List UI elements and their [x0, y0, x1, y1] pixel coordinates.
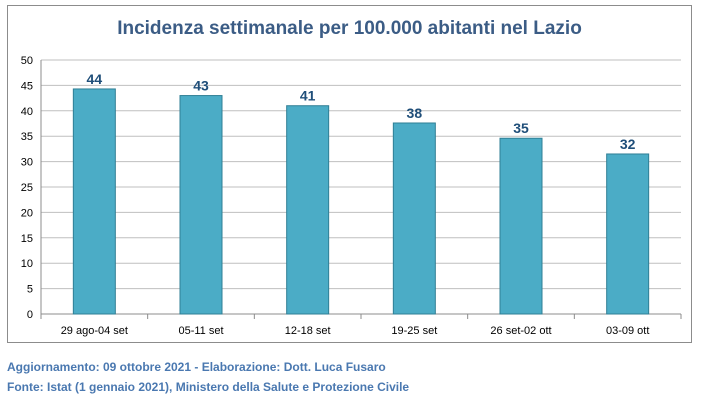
y-tick-label: 10	[21, 258, 33, 270]
bar	[606, 153, 650, 315]
data-label: 32	[620, 136, 636, 152]
y-tick-label: 15	[21, 233, 33, 245]
bar	[72, 88, 116, 315]
y-tick-label: 5	[27, 284, 33, 296]
bar-chart: 0 5 10 15 20 25 30 35 40 45 50 44 29 ago-04 set 43 05-…	[21, 55, 682, 337]
x-tick-label: 26 set-02 ott	[490, 325, 551, 337]
chart-title: Incidenza settimanale per 100.000 abitan…	[117, 18, 582, 39]
y-tick-label: 30	[21, 157, 33, 169]
footer-update-line: Aggiornamento: 09 ottobre 2021 - Elabora…	[7, 360, 386, 374]
data-label: 44	[87, 71, 103, 87]
y-tick-label: 40	[21, 106, 33, 118]
bar	[499, 137, 543, 315]
y-tick-label: 25	[21, 182, 33, 194]
data-label: 38	[407, 105, 423, 121]
x-tick-label: 29 ago-04 set	[61, 325, 128, 337]
bar	[179, 95, 223, 315]
y-tick-label: 35	[21, 131, 33, 143]
y-tick-label: 20	[21, 207, 33, 219]
x-tick-label: 19-25 set	[391, 325, 437, 337]
y-tick-label: 50	[21, 55, 33, 67]
data-label: 43	[193, 78, 209, 94]
x-tick-label: 12-18 set	[285, 325, 331, 337]
x-tick-label: 05-11 set	[178, 325, 223, 337]
y-tick-label: 45	[21, 80, 33, 92]
y-tick-label: 0	[27, 309, 33, 321]
bar	[392, 122, 436, 315]
data-label: 41	[300, 88, 316, 104]
bar	[286, 105, 330, 315]
chart-frame: Incidenza settimanale per 100.000 abitan…	[7, 5, 692, 343]
data-label: 35	[513, 120, 529, 136]
footer-source-line: Fonte: Istat (1 gennaio 2021), Ministero…	[7, 380, 410, 394]
x-tick-label: 03-09 ott	[606, 325, 649, 337]
